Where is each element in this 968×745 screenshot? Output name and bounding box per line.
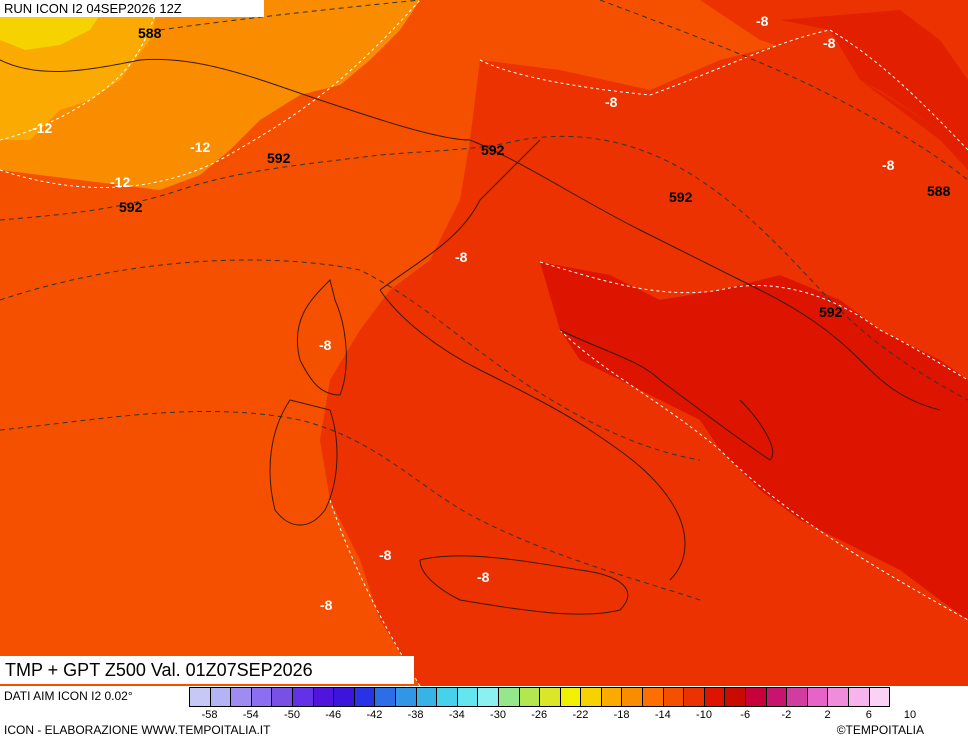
credit-label: ICON - ELABORAZIONE WWW.TEMPOITALIA.IT [4, 723, 271, 737]
legend-tick-label: 10 [903, 709, 917, 721]
legend-swatch [231, 688, 252, 706]
map-title: TMP + GPT Z500 Val. 01Z07SEP2026 [0, 656, 414, 684]
legend-tick-label: -54 [242, 709, 259, 721]
temperature-label: -8 [319, 337, 332, 353]
legend-swatch [581, 688, 602, 706]
legend-tick-label: -38 [407, 709, 424, 721]
temperature-band-hottest [540, 262, 968, 620]
legend-swatch [416, 688, 438, 706]
legend-swatch [190, 688, 211, 706]
temperature-labels: -12 -12 -12 -8 -8 -8 -8 -8 -8 -8 -8 -8 -… [32, 13, 895, 686]
legend-swatch [251, 688, 273, 706]
data-source-label: DATI AIM ICON I2 0.02° [4, 689, 133, 703]
legend-tick-label: -18 [613, 709, 630, 721]
legend-swatch [478, 688, 499, 706]
geopotential-label: 592 [119, 199, 143, 215]
geopotential-labels: 588 592 592 592 592 592 588 [119, 25, 951, 320]
temperature-label: -8 [756, 13, 769, 29]
legend-tick-label: -42 [366, 709, 383, 721]
legend-swatch [704, 688, 726, 706]
legend-swatch [519, 688, 541, 706]
legend-tick-label: -6 [740, 709, 751, 721]
legend-tick-label: -2 [781, 709, 792, 721]
legend-swatch [725, 688, 747, 706]
legend-tick-label: -50 [284, 709, 300, 721]
legend-swatch [807, 688, 829, 706]
geopotential-label: 592 [481, 142, 505, 158]
legend-swatch [540, 688, 561, 706]
legend-swatch [395, 688, 417, 706]
legend-swatch [457, 688, 479, 706]
legend-swatch [787, 688, 808, 706]
temperature-label: -12 [110, 174, 130, 190]
legend-tick-label: 6 [865, 709, 872, 721]
isotherm-lines [0, 0, 968, 686]
legend-tick-label: -14 [654, 709, 671, 721]
legend-swatch [354, 688, 376, 706]
temperature-label: -12 [190, 139, 210, 155]
geopotential-label: 588 [927, 183, 951, 199]
legend-tick-label: -10 [696, 709, 712, 721]
geopotential-contours [0, 0, 968, 601]
legend-swatch [437, 688, 458, 706]
color-legend: -58 -54 -50 -46 -42 -38 -34 -30 -26 -22 -18 -14 -10-… [189, 687, 966, 721]
temperature-label: -8 [320, 597, 333, 613]
temperature-band-hottest-ne [780, 10, 968, 170]
legend-tick-label: 2 [824, 709, 831, 721]
legend-swatch [498, 688, 520, 706]
legend-tick-label: -46 [325, 709, 342, 721]
legend-tick-label: -22 [572, 709, 589, 721]
legend-tick-label: -26 [531, 709, 548, 721]
temperature-label: -8 [882, 157, 895, 173]
legend-swatch [869, 688, 891, 706]
geopotential-label: 592 [669, 189, 693, 205]
temperature-label: -8 [477, 569, 490, 585]
geopotential-label: 588 [138, 25, 162, 41]
legend-swatch [622, 688, 644, 706]
legend-swatch [272, 688, 293, 706]
legend-swatch [334, 688, 355, 706]
legend-tick-label: -30 [490, 709, 506, 721]
legend-swatch [601, 688, 623, 706]
temperature-label: -8 [605, 94, 618, 110]
coastlines [0, 58, 941, 615]
legend-swatch [766, 688, 788, 706]
legend-swatch [560, 688, 582, 706]
copyright-label: ©TEMPOITALIA [836, 723, 924, 737]
legend-tick-label: -58 [201, 709, 218, 721]
legend-swatches [189, 687, 891, 707]
legend-swatch [643, 688, 664, 706]
geopotential-label: 592 [267, 150, 291, 166]
temperature-label: -8 [455, 249, 468, 265]
legend-swatch [828, 688, 849, 706]
temperature-label: -8 [823, 35, 836, 51]
legend-swatch [210, 688, 232, 706]
map-area: 588 592 592 592 592 592 588 -12 -12 -12 … [0, 0, 968, 686]
legend-swatch [313, 688, 335, 706]
legend-swatch [375, 688, 396, 706]
legend-tick-label: -34 [448, 709, 465, 721]
run-label: RUN ICON I2 04SEP2026 12Z [0, 0, 264, 17]
legend-swatch [292, 688, 314, 706]
legend-swatch [849, 688, 870, 706]
temperature-label: -8 [379, 547, 392, 563]
geopotential-label: 592 [819, 304, 843, 320]
temperature-map: 588 592 592 592 592 592 588 -12 -12 -12 … [0, 0, 968, 686]
legend-swatch [684, 688, 705, 706]
legend-swatch [663, 688, 685, 706]
temperature-label: -12 [32, 120, 52, 136]
legend-swatch [746, 688, 767, 706]
